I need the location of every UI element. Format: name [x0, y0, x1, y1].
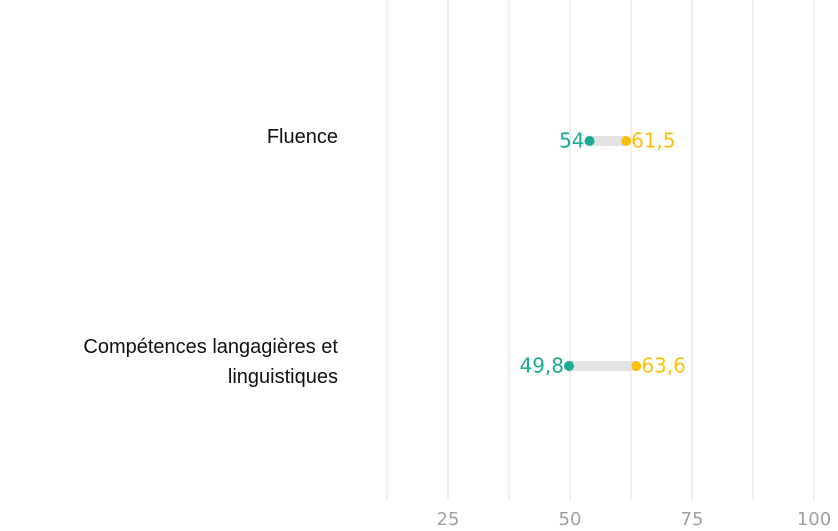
dot [621, 136, 632, 146]
value-label: 54 [559, 129, 584, 153]
category-label: Compétences langagières et linguistiques [83, 336, 338, 388]
x-tick-label: 100 [797, 509, 831, 530]
dot [584, 136, 595, 146]
value-label: 61,5 [631, 129, 676, 153]
dot [564, 361, 575, 371]
value-label: 63,6 [641, 354, 686, 378]
value-label: 49,8 [519, 354, 564, 378]
dot [631, 361, 642, 371]
x-tick-label: 75 [681, 509, 704, 530]
x-tick-label: 25 [437, 509, 460, 530]
x-tick-label: 50 [559, 509, 582, 530]
category-label: Fluence [266, 126, 338, 148]
